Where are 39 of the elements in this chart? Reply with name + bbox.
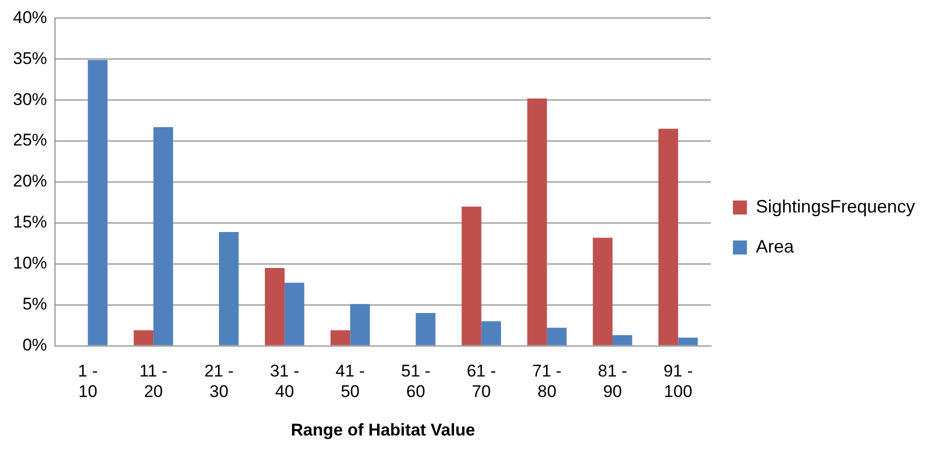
bar bbox=[330, 330, 350, 346]
x-tick-label: 41 - 50 bbox=[336, 362, 365, 402]
y-tick-label: 10% bbox=[12, 254, 48, 273]
bar bbox=[527, 98, 547, 346]
bar bbox=[284, 282, 304, 346]
bar bbox=[134, 330, 154, 346]
x-tick-label: 71 - 80 bbox=[532, 362, 562, 402]
bar bbox=[416, 313, 436, 346]
bar bbox=[546, 328, 567, 346]
y-tick-label: 5% bbox=[22, 294, 48, 314]
bar bbox=[153, 127, 174, 346]
bar bbox=[350, 304, 370, 346]
y-tick-label: 0% bbox=[22, 335, 48, 354]
y-tick-label: 30% bbox=[12, 90, 48, 109]
x-tick-label: 1 - 10 bbox=[78, 362, 98, 402]
bar bbox=[612, 335, 632, 346]
legend-label: Area bbox=[756, 236, 795, 256]
bar bbox=[462, 206, 482, 346]
y-tick-label: 40% bbox=[12, 8, 48, 27]
bar bbox=[218, 232, 239, 346]
bar bbox=[88, 60, 108, 346]
bar bbox=[678, 338, 698, 346]
x-tick-label: 61 - 70 bbox=[466, 362, 496, 402]
bar bbox=[658, 128, 678, 346]
y-tick-label: 20% bbox=[12, 172, 48, 191]
y-tick-label: 35% bbox=[12, 48, 48, 68]
x-tick-label: 11 - 20 bbox=[139, 362, 168, 402]
legend-label: SightingsFrequency bbox=[756, 196, 916, 216]
x-axis-title: Range of Habitat Value bbox=[290, 420, 476, 440]
x-tick-label: 81 - 90 bbox=[598, 362, 628, 402]
bar bbox=[264, 268, 285, 346]
y-tick-label: 25% bbox=[12, 130, 48, 150]
x-tick-label: 51 - 60 bbox=[401, 362, 430, 402]
y-tick-label: 15% bbox=[12, 212, 48, 232]
x-tick-label: 91 - 100 bbox=[663, 362, 693, 402]
bar bbox=[481, 321, 502, 346]
bar bbox=[592, 238, 613, 346]
x-tick-label: 31 - 40 bbox=[270, 362, 300, 402]
x-tick-label: 21 - 30 bbox=[204, 362, 234, 402]
